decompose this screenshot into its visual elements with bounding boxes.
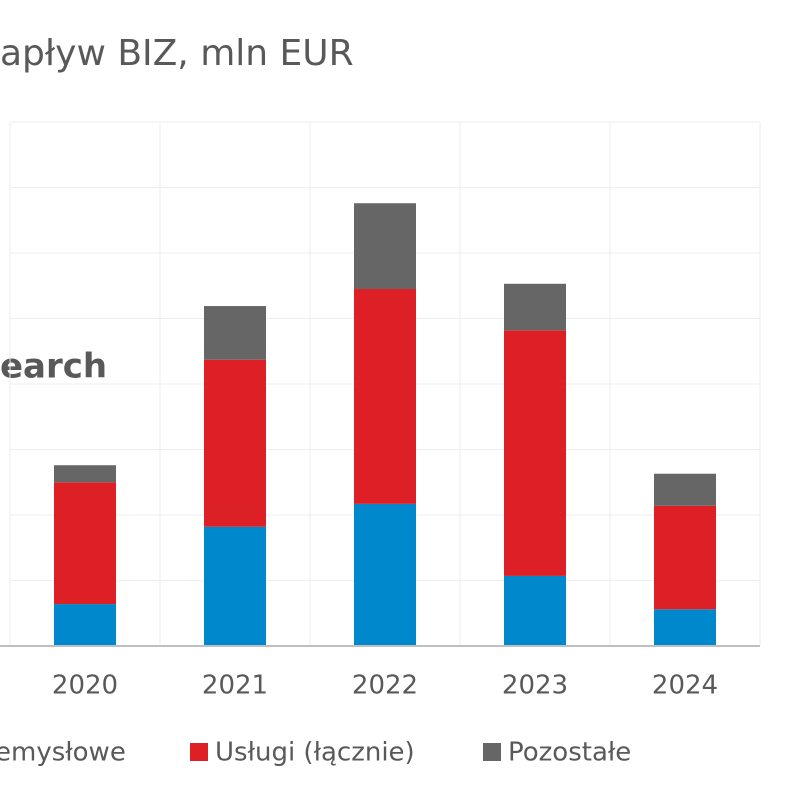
x-tick-label: 2022 <box>352 671 418 701</box>
bar-segment <box>54 482 116 605</box>
chart-title: apływ BIZ, mln EUR <box>0 33 354 74</box>
bar-segment <box>354 289 416 504</box>
bar-segment <box>354 503 416 646</box>
bar-segment <box>654 505 716 610</box>
legend-label: Pozostałe <box>508 738 631 768</box>
bar-segment <box>504 575 566 646</box>
bar-segment <box>204 359 266 527</box>
legend-swatch <box>483 743 501 761</box>
x-tick-label: 2024 <box>652 671 718 701</box>
x-tick-label: 2020 <box>52 671 118 701</box>
bar-segment <box>204 306 266 360</box>
x-tick-label: 2023 <box>502 671 568 701</box>
bar-segment <box>654 473 716 506</box>
bar-segment <box>504 283 566 331</box>
bar-segment <box>504 330 566 576</box>
x-tick-label: 2021 <box>202 671 268 701</box>
bar-segment <box>54 465 116 483</box>
bar-segment <box>654 609 716 646</box>
bar-segment <box>354 203 416 290</box>
bar-segment <box>54 604 116 646</box>
legend-swatch <box>190 743 208 761</box>
legend-label: emysłowe <box>0 738 126 768</box>
watermark: earch <box>0 347 107 387</box>
legend-label: Usługi (łącznie) <box>215 738 415 768</box>
bar-segment <box>204 526 266 646</box>
